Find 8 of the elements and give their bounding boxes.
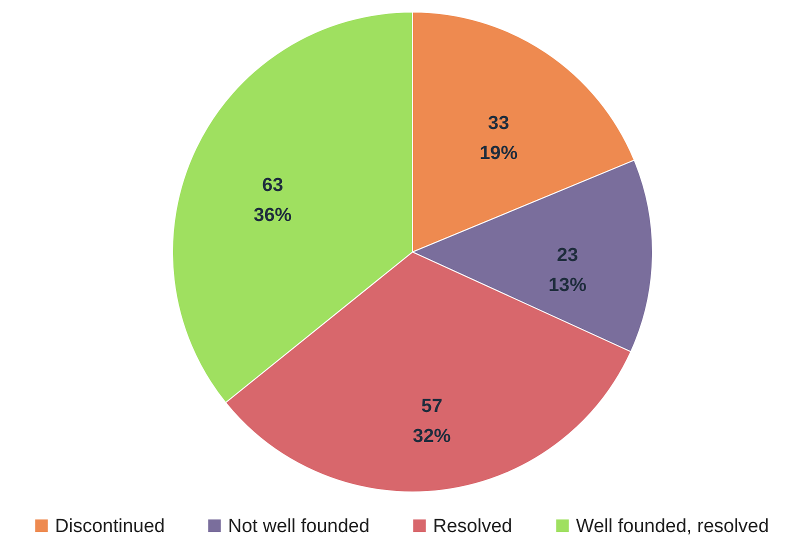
data-label: 23 13% (548, 244, 587, 296)
legend-label: Well founded, resolved (576, 516, 769, 537)
data-label: 63 36% (254, 175, 292, 226)
legend-label: Discontinued (55, 516, 165, 537)
data-label: 57 32% (412, 396, 451, 447)
data-label: 33 19% (480, 113, 518, 164)
legend-label: Resolved (433, 516, 512, 537)
legend-label: Not well founded (228, 516, 370, 537)
